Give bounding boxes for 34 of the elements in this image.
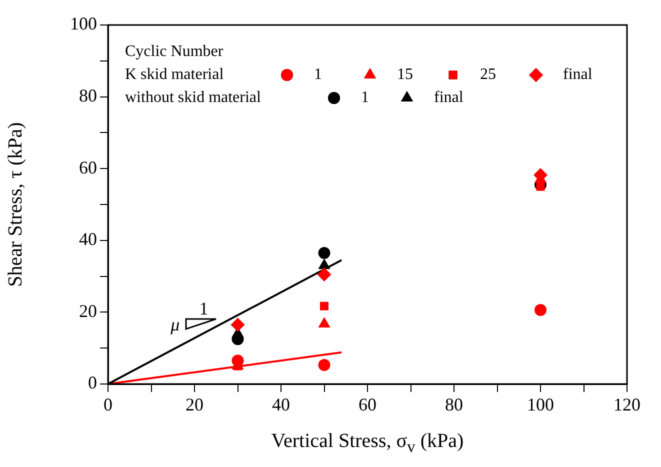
legend-label: 25	[480, 66, 496, 84]
x-tick-label: 60	[358, 394, 376, 415]
y-tick-label: 20	[79, 300, 97, 321]
point	[317, 268, 332, 282]
point	[534, 304, 546, 316]
legend-label: 1	[314, 66, 322, 84]
x-tick-label: 80	[445, 394, 463, 415]
legend-label: 1	[361, 89, 369, 106]
y-tick-label: 80	[79, 86, 97, 106]
annotation: K skid material	[125, 66, 224, 84]
legend-label: final	[563, 66, 593, 84]
legend-label: final	[434, 89, 464, 106]
y-tick-label: 0	[88, 372, 97, 393]
point	[230, 318, 245, 332]
annotation: μ	[170, 314, 180, 334]
y-tick-label: 60	[79, 157, 97, 178]
x-axis-title: Vertical Stress, σ$_{v}$ (kPa)	[270, 430, 465, 457]
x-tick-label: 100	[527, 394, 554, 415]
y-axis-title: Shear Stress, τ (kPa)	[4, 122, 26, 287]
legend-label: 15	[397, 66, 413, 84]
y-tick-label: 40	[79, 229, 97, 250]
point	[318, 317, 330, 328]
y-tick-label: 100	[70, 14, 97, 34]
point	[318, 358, 330, 371]
point	[318, 246, 330, 259]
x-tick-label: 120	[614, 394, 640, 415]
annotation: 1	[199, 298, 208, 318]
point	[318, 258, 330, 270]
x-tick-label: 40	[272, 394, 290, 415]
x-tick-label: 20	[186, 394, 204, 415]
legend-title: Cyclic Number	[125, 43, 224, 60]
annotation: without skid material	[125, 89, 262, 106]
point	[320, 302, 328, 310]
x-tick-label: 0	[104, 394, 112, 415]
